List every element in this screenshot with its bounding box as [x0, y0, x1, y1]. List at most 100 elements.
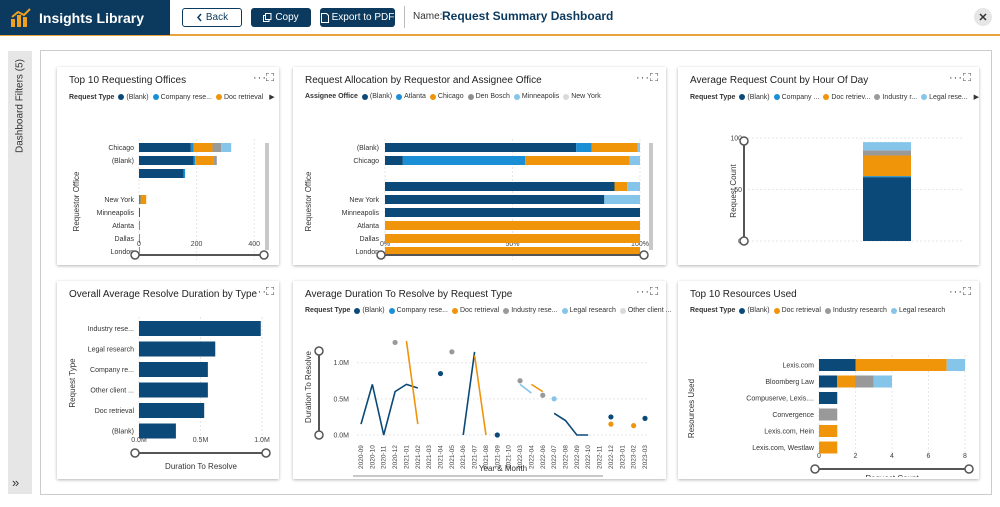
bar-segment [402, 156, 526, 165]
back-button[interactable]: Back [182, 8, 242, 27]
focus-mode-icon[interactable] [266, 73, 274, 81]
legend-label: Industry research [832, 307, 887, 314]
app-brand[interactable]: Insights Library [0, 0, 170, 35]
range-slider-handle [261, 448, 271, 458]
legend-item[interactable]: Doc retrieval [773, 307, 821, 314]
legend-item[interactable]: New York [563, 93, 601, 100]
series-line [462, 351, 476, 436]
legend-item[interactable]: Company rese... [388, 307, 448, 314]
legend-item[interactable]: Atlanta [396, 93, 426, 100]
card-duration-to-resolve[interactable]: Average Duration To Resolve by Request T… [293, 281, 671, 479]
legend-item[interactable]: Industry r... [874, 94, 917, 101]
focus-mode-icon[interactable] [650, 73, 658, 81]
legend-item[interactable]: (Blank) [118, 94, 149, 101]
focus-mode-icon[interactable] [650, 287, 658, 295]
focus-mode-icon[interactable] [963, 287, 971, 295]
more-options-icon[interactable]: ··· [949, 286, 963, 298]
focus-mode-icon[interactable] [963, 73, 971, 81]
series-point [392, 339, 398, 346]
bar-segment [139, 143, 191, 152]
legend-label: Other client ... [627, 307, 672, 314]
more-options-icon[interactable]: ··· [253, 286, 267, 298]
y-axis-title: Duration To Resolve [304, 351, 313, 423]
legend-dot-icon [152, 94, 159, 100]
legend-label: (Blank) [747, 93, 770, 101]
more-options-icon[interactable]: ··· [253, 72, 267, 84]
legend-item[interactable]: Legal research [890, 307, 945, 314]
vertical-scrollbar [649, 143, 653, 250]
legend-item[interactable]: Other client ... [619, 307, 672, 314]
focus-mode-icon[interactable] [266, 287, 274, 295]
legend-dot-icon [503, 307, 510, 314]
more-options-icon[interactable]: ··· [636, 72, 650, 84]
legend-dot-icon [429, 93, 436, 100]
expand-double-chevron-icon[interactable]: » [12, 475, 20, 490]
bar-segment [193, 143, 213, 152]
copy-button[interactable]: Copy [251, 8, 311, 27]
legend-item[interactable]: Doc retrieval [451, 307, 499, 314]
legend-dot-icon [354, 307, 361, 314]
legend-dot-icon [773, 307, 780, 314]
legend-item[interactable]: Den Bosch [467, 93, 510, 100]
legend-item[interactable]: Chicago [429, 93, 464, 100]
legend-item[interactable]: Doc retriev... [823, 94, 870, 101]
legend-item[interactable]: Industry rese... [503, 307, 558, 314]
x-tick-label: 2021-07 [472, 445, 479, 469]
bar-chart-logo-icon [11, 7, 31, 27]
x-tick-label: 50% [505, 241, 519, 248]
legend-next-arrow-icon[interactable]: ▶ [973, 94, 980, 101]
bar-segment [193, 156, 196, 165]
bar-segment [863, 150, 911, 156]
y-category-label: Chicago [108, 145, 134, 152]
card-request-count-by-hour[interactable]: Average Request Count by Hour Of Day ···… [678, 67, 979, 265]
export-pdf-button[interactable]: Export to PDF [320, 8, 395, 27]
card-top-resources-used[interactable]: Top 10 Resources Used ··· Request Type (B… [678, 281, 979, 479]
legend-item[interactable]: Industry research [824, 307, 887, 314]
legend-item[interactable]: (Blank) [361, 93, 392, 100]
card-title: Overall Average Resolve Duration by Type [69, 289, 258, 300]
y-category-label: Compuserve, Lexis.... [746, 396, 814, 403]
legend-item[interactable]: Minneapolis [513, 93, 559, 100]
legend-item[interactable]: Doc retrieval [215, 94, 263, 101]
legend-dot-icon [396, 93, 403, 100]
legend-item[interactable]: (Blank) [739, 93, 770, 101]
dashboard-canvas: Top 10 Requesting Offices ··· Request Ty… [40, 50, 992, 495]
series-line [553, 412, 589, 436]
bar-segment [819, 392, 838, 404]
legend-item[interactable]: (Blank) [739, 307, 770, 314]
x-tick-label: 2021-05 [449, 445, 456, 469]
card-top-requesting-offices[interactable]: Top 10 Requesting Offices ··· Request Ty… [57, 67, 279, 265]
card-resolve-duration-by-type[interactable]: Overall Average Resolve Duration by Type… [57, 281, 279, 479]
x-tick-label: 2021-02 [415, 445, 422, 469]
app-title: Insights Library [39, 9, 145, 26]
legend-next-arrow-icon[interactable]: ▶ [269, 94, 275, 101]
chart-duration-to-resolve: 0.0M 0.5M 1.0M 2020-09 2020-10 2020-11 2020-12… [304, 339, 649, 477]
chart-legend: Request Type (Blank) Company rese... Doc re… [69, 93, 275, 102]
y-tick-label: 0.0M [333, 433, 349, 440]
legend-label: Company rese... [160, 93, 212, 101]
card-request-allocation[interactable]: Request Allocation by Requestor and Assi… [293, 67, 666, 265]
x-axis-title: Duration To Resolve [165, 462, 237, 471]
legend-title: Request Type [69, 93, 115, 101]
pdf-document-icon [320, 12, 329, 23]
range-slider-handle [314, 346, 324, 356]
bar-segment [855, 359, 947, 371]
more-options-icon[interactable]: ··· [949, 72, 963, 84]
legend-item[interactable]: (Blank) [354, 307, 385, 314]
x-tick-label: 2021-10 [506, 445, 513, 469]
bar-segment [183, 169, 186, 178]
more-options-icon[interactable]: ··· [636, 286, 650, 298]
legend-item[interactable]: Company ... [773, 94, 819, 101]
close-button[interactable]: ✕ [974, 8, 992, 26]
dashboard-filters-panel[interactable]: Dashboard Filters (5) » [8, 51, 32, 494]
bar-segment [139, 208, 140, 217]
y-category-label: Industry rese... [88, 326, 134, 333]
x-tick-label: 2021-04 [438, 445, 445, 469]
legend-item[interactable]: Legal research [561, 307, 616, 314]
legend-item[interactable]: Company rese... [152, 93, 212, 101]
x-tick-label: 2020-12 [392, 445, 399, 469]
y-axis-title: Resources Used [687, 379, 696, 438]
series-point [437, 370, 444, 377]
legend-item[interactable]: Legal rese... [921, 94, 968, 101]
legend-dot-icon [118, 94, 125, 100]
